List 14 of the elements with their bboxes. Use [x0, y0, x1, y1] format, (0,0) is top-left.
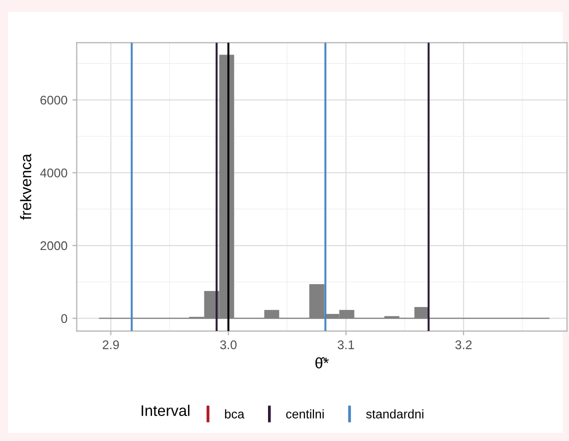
legend-label: centilni: [286, 409, 324, 418]
x-tick-label: 3.1: [338, 340, 354, 350]
x-axis-title: θ̂*: [315, 357, 329, 368]
text: bca: [225, 409, 244, 418]
x-tick-label: 3.0: [220, 340, 237, 350]
legend-title: Interval: [142, 404, 190, 416]
x-tick-label: 3.2: [455, 340, 472, 350]
y-tick-label: 6000: [40, 96, 68, 105]
y-tick-label: 0: [61, 314, 68, 323]
y-tick-label: 2000: [40, 241, 68, 250]
y-tick-label: 4000: [40, 168, 68, 178]
y-axis-title: frekvenca: [20, 154, 32, 220]
legend-label: standardni: [366, 409, 424, 418]
x-tick-label: 2.9: [102, 340, 119, 350]
